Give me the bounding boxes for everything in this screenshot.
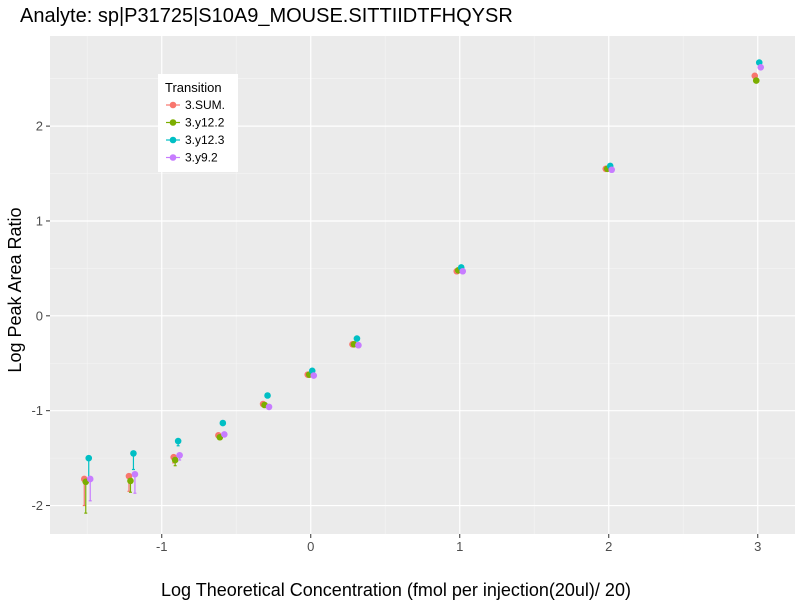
x-tick-label: 1	[456, 539, 463, 554]
data-point	[264, 392, 271, 399]
x-tick-label: 3	[754, 539, 761, 554]
y-tick-label: 0	[36, 308, 43, 323]
data-point	[131, 470, 139, 478]
axes: -1 0 1 2 3 -2 -1 0 1 2	[31, 119, 761, 554]
legend-label: 3.y12.3	[185, 133, 225, 147]
data-point	[85, 454, 93, 462]
y-axis-title: Log Peak Area Ratio	[5, 207, 25, 372]
data-point	[130, 450, 137, 457]
grid	[50, 36, 795, 534]
legend-label: 3.y12.2	[185, 116, 225, 130]
x-axis-title: Log Theoretical Concentration (fmol per …	[161, 580, 631, 600]
data-point	[459, 267, 467, 275]
y-tick-label: -1	[31, 403, 43, 418]
x-tick-label: 0	[307, 539, 314, 554]
y-tick-label: 1	[36, 213, 43, 228]
legend: Transition 3.SUM. 3.y12.2 3.y12.3 3.y9.2	[158, 74, 238, 172]
legend-label: 3.y9.2	[185, 151, 218, 165]
data-point	[176, 451, 183, 459]
data-point	[171, 456, 179, 464]
data-point	[127, 477, 134, 485]
data-point	[221, 431, 228, 438]
data-point	[174, 437, 182, 445]
legend-label: 3.SUM.	[185, 98, 225, 112]
data-point	[310, 372, 318, 379]
data-point	[219, 419, 227, 427]
data-point	[757, 64, 765, 71]
data-point	[608, 166, 616, 174]
data-point	[86, 475, 94, 483]
x-tick-label: -1	[156, 539, 168, 554]
legend-key-point	[169, 154, 177, 161]
legend-key-point	[169, 101, 177, 109]
x-tick-label: 2	[605, 539, 612, 554]
legend-key-point	[169, 119, 177, 126]
chart-title: Analyte: sp|P31725|S10A9_MOUSE.SITTIIDTF…	[20, 5, 513, 27]
series-layer	[80, 59, 765, 514]
legend-title: Transition	[165, 80, 222, 95]
series-3.y9.2	[86, 64, 765, 502]
data-point	[353, 335, 361, 342]
data-point	[752, 77, 760, 84]
data-point	[355, 341, 362, 349]
legend-items: 3.SUM. 3.y12.2 3.y12.3 3.y9.2	[166, 98, 225, 165]
y-tick-label: 2	[36, 119, 43, 134]
data-point	[265, 403, 273, 411]
legend-key-point	[169, 136, 177, 144]
y-tick-label: -2	[31, 498, 43, 513]
